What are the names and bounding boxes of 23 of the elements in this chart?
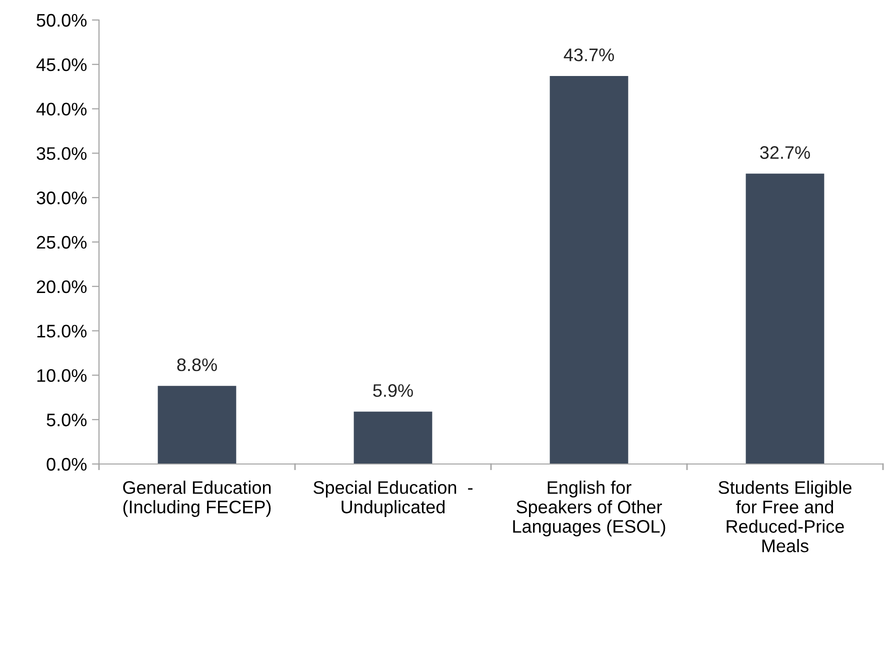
x-tick-label: Students Eligible for Free and Reduced-Price Meals	[718, 480, 852, 552]
bar	[746, 174, 824, 464]
data-label: 32.7%	[760, 146, 810, 159]
x-tick-label: Special Education - Unduplicated	[314, 480, 472, 517]
x-tick-label: English for Speakers of Other Languages (ESOL)	[513, 480, 666, 536]
y-tick-label: 35.0%	[36, 147, 87, 160]
y-tick-label: 40.0%	[36, 102, 87, 116]
x-tick-label: General Education (Including FECEP)	[123, 480, 271, 517]
y-tick-label: 15.0%	[37, 324, 87, 338]
y-tick-label: 10.0%	[37, 369, 87, 382]
data-label: 5.9%	[373, 384, 413, 397]
bar	[354, 412, 432, 464]
y-tick-label: 25.0%	[36, 236, 87, 249]
data-label: 8.8%	[177, 358, 217, 372]
y-tick-label: 5.0%	[46, 414, 87, 426]
y-tick-label: 20.0%	[36, 280, 87, 294]
y-tick-label: 50.0%	[36, 14, 87, 27]
bar	[158, 386, 236, 464]
y-tick-label: 45.0%	[36, 58, 87, 72]
y-tick-label: 0.0%	[46, 458, 87, 471]
bar	[550, 76, 628, 464]
y-tick-label: 30.0%	[36, 192, 87, 204]
data-label: 43.7%	[564, 48, 614, 62]
